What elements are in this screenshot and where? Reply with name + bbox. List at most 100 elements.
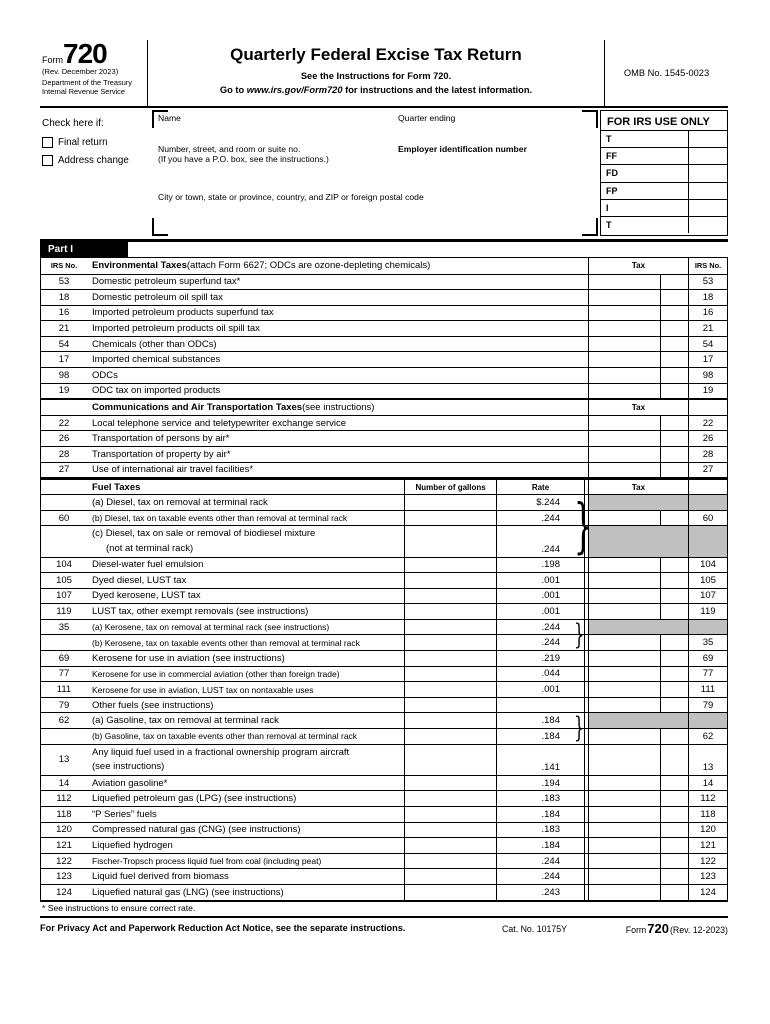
entity-block: Check here if: Final return Address chan… <box>40 108 728 242</box>
tax-input-cell[interactable] <box>588 321 660 336</box>
gallons-input-cell[interactable] <box>404 838 496 853</box>
tax-input-cell[interactable] <box>588 697 660 713</box>
description-cell: (b) Kerosene, tax on taxable events othe… <box>92 637 360 648</box>
gallons-input-cell[interactable] <box>404 697 496 713</box>
tax-cents-cell[interactable] <box>660 807 688 822</box>
tax-cents-cell[interactable] <box>660 290 688 305</box>
gallons-input-cell[interactable] <box>404 775 496 791</box>
tax-cents-cell[interactable] <box>660 697 688 713</box>
tax-cents-cell[interactable] <box>660 838 688 853</box>
tax-cents-cell[interactable] <box>660 446 688 462</box>
gallons-input-cell[interactable] <box>404 557 496 573</box>
gallons-input-cell[interactable] <box>404 526 496 557</box>
tax-cents-cell[interactable] <box>660 431 688 446</box>
tax-input-cell[interactable] <box>588 884 660 900</box>
final-return-label: Final return <box>58 137 108 148</box>
gallons-input-cell[interactable] <box>404 666 496 682</box>
gallons-input-cell[interactable] <box>404 744 496 775</box>
tax-input-cell[interactable] <box>588 415 660 431</box>
tax-cents-cell[interactable] <box>660 321 688 336</box>
tax-input-cell[interactable] <box>588 635 660 651</box>
tax-input-cell[interactable] <box>588 666 660 682</box>
irs-no-right-cell: 35 <box>688 635 727 651</box>
irs-no-right-cell: 19 <box>688 383 727 399</box>
tax-input-cell[interactable] <box>588 744 660 775</box>
gallons-input-cell[interactable] <box>404 588 496 604</box>
tax-input-cell[interactable] <box>588 729 660 744</box>
tax-cents-cell[interactable] <box>660 775 688 791</box>
tax-cents-cell[interactable] <box>660 383 688 399</box>
tax-input-cell[interactable] <box>588 368 660 383</box>
gallons-input-cell[interactable] <box>404 791 496 806</box>
tax-input-cell[interactable] <box>588 573 660 588</box>
tax-input-cell[interactable] <box>588 557 660 573</box>
tax-input-cell[interactable] <box>588 274 660 290</box>
final-return-checkbox[interactable] <box>42 137 53 148</box>
gallons-input-cell[interactable] <box>404 510 496 526</box>
gallons-input-cell[interactable] <box>404 807 496 822</box>
tax-cents-cell[interactable] <box>660 510 688 526</box>
tax-cents-cell[interactable] <box>660 274 688 290</box>
gallons-input-cell[interactable] <box>404 822 496 838</box>
tax-cents-cell[interactable] <box>660 557 688 573</box>
tax-cents-cell[interactable] <box>660 352 688 368</box>
tax-input-cell[interactable] <box>588 791 660 806</box>
tax-cents-cell[interactable] <box>660 666 688 682</box>
tax-cents-cell[interactable] <box>660 884 688 900</box>
tax-input-cell[interactable] <box>588 838 660 853</box>
tax-input-cell[interactable] <box>588 383 660 399</box>
irs-no-cell: 107 <box>56 590 72 602</box>
tax-input-cell[interactable] <box>588 336 660 352</box>
gallons-input-cell[interactable] <box>404 495 496 510</box>
tax-input-cell[interactable] <box>588 510 660 526</box>
tax-input-cell[interactable] <box>588 588 660 604</box>
tax-cents-cell[interactable] <box>660 729 688 744</box>
gallons-input-cell[interactable] <box>404 651 496 666</box>
entity-fields-area[interactable]: Name Quarter ending Number, street, and … <box>152 110 598 236</box>
tax-input-cell[interactable] <box>588 305 660 321</box>
tax-cents-cell[interactable] <box>660 682 688 697</box>
description-cell: Transportation of property by air* <box>92 448 231 460</box>
tax-input-cell[interactable] <box>588 775 660 791</box>
tax-input-cell[interactable] <box>588 446 660 462</box>
tax-cents-cell[interactable] <box>660 651 688 666</box>
tax-cents-cell[interactable] <box>660 305 688 321</box>
tax-input-cell[interactable] <box>588 822 660 838</box>
tax-input-cell[interactable] <box>588 352 660 368</box>
tax-cents-cell[interactable] <box>660 853 688 869</box>
tax-cents-cell[interactable] <box>660 744 688 775</box>
tax-input-cell[interactable] <box>588 651 660 666</box>
tax-input-cell[interactable] <box>588 431 660 446</box>
tax-cents-cell[interactable] <box>660 368 688 383</box>
gallons-input-cell[interactable] <box>404 619 496 635</box>
address-change-checkbox[interactable] <box>42 155 53 166</box>
gallons-input-cell[interactable] <box>404 604 496 619</box>
gallons-input-cell[interactable] <box>404 853 496 869</box>
tax-input-cell[interactable] <box>588 869 660 884</box>
tax-cents-cell[interactable] <box>660 822 688 838</box>
tax-cents-cell[interactable] <box>660 635 688 651</box>
tax-input-cell[interactable] <box>588 462 660 478</box>
gallons-input-cell[interactable] <box>404 729 496 744</box>
tax-input-cell[interactable] <box>588 604 660 619</box>
gallons-input-cell[interactable] <box>404 635 496 651</box>
form-reference: Form 720 (Rev. 12-2023) <box>625 920 728 936</box>
tax-cents-cell[interactable] <box>660 415 688 431</box>
tax-input-cell[interactable] <box>588 807 660 822</box>
tax-input-cell[interactable] <box>588 682 660 697</box>
tax-cents-cell[interactable] <box>660 336 688 352</box>
tax-cents-cell[interactable] <box>660 791 688 806</box>
gallons-input-cell[interactable] <box>404 682 496 697</box>
gallons-input-cell[interactable] <box>404 869 496 884</box>
tax-cents-cell[interactable] <box>660 573 688 588</box>
tax-cents-cell[interactable] <box>660 869 688 884</box>
tax-cents-cell[interactable] <box>660 462 688 478</box>
corner-bracket-tr <box>582 110 598 128</box>
gallons-input-cell[interactable] <box>404 573 496 588</box>
tax-input-cell[interactable] <box>588 290 660 305</box>
tax-cents-cell[interactable] <box>660 588 688 604</box>
tax-input-cell[interactable] <box>588 853 660 869</box>
gallons-input-cell[interactable] <box>404 884 496 900</box>
tax-cents-cell[interactable] <box>660 604 688 619</box>
gallons-input-cell[interactable] <box>404 713 496 729</box>
